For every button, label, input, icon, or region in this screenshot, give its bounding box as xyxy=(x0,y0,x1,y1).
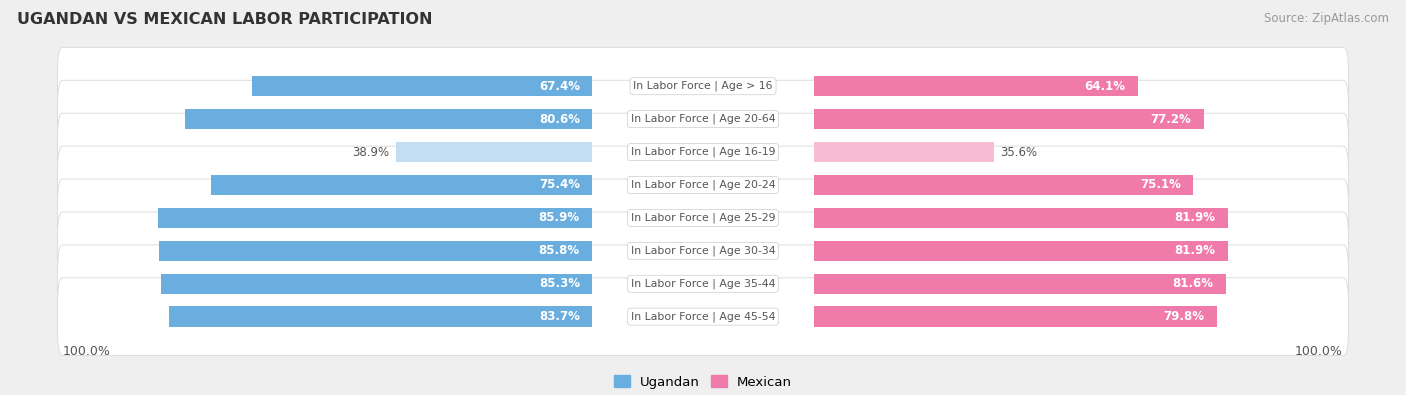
FancyBboxPatch shape xyxy=(58,212,1348,290)
Bar xyxy=(814,142,994,162)
FancyBboxPatch shape xyxy=(58,245,1348,323)
Bar xyxy=(395,142,592,162)
Bar xyxy=(814,307,1218,327)
Text: In Labor Force | Age 20-64: In Labor Force | Age 20-64 xyxy=(631,114,775,124)
FancyBboxPatch shape xyxy=(58,80,1348,158)
Bar xyxy=(814,208,1227,228)
FancyBboxPatch shape xyxy=(58,179,1348,257)
Bar xyxy=(211,175,592,195)
Text: In Labor Force | Age 16-19: In Labor Force | Age 16-19 xyxy=(631,147,775,157)
Bar xyxy=(252,76,592,96)
Bar xyxy=(159,208,592,228)
Text: 80.6%: 80.6% xyxy=(538,113,579,126)
Text: 85.9%: 85.9% xyxy=(538,211,579,224)
Bar xyxy=(814,273,1226,294)
Legend: Ugandan, Mexican: Ugandan, Mexican xyxy=(609,370,797,394)
Bar xyxy=(186,109,592,130)
Bar xyxy=(814,241,1227,261)
Text: 81.9%: 81.9% xyxy=(1174,245,1215,257)
Text: 77.2%: 77.2% xyxy=(1150,113,1191,126)
Bar xyxy=(169,307,592,327)
Text: 35.6%: 35.6% xyxy=(1000,146,1038,158)
Text: 75.4%: 75.4% xyxy=(538,179,579,192)
Text: 81.9%: 81.9% xyxy=(1174,211,1215,224)
FancyBboxPatch shape xyxy=(58,278,1348,356)
Text: In Labor Force | Age 30-34: In Labor Force | Age 30-34 xyxy=(631,246,775,256)
Text: Source: ZipAtlas.com: Source: ZipAtlas.com xyxy=(1264,12,1389,25)
Text: In Labor Force | Age 45-54: In Labor Force | Age 45-54 xyxy=(631,311,775,322)
Text: 79.8%: 79.8% xyxy=(1164,310,1205,323)
Text: In Labor Force | Age 20-24: In Labor Force | Age 20-24 xyxy=(631,180,775,190)
Bar xyxy=(814,76,1137,96)
FancyBboxPatch shape xyxy=(58,47,1348,125)
Text: In Labor Force | Age 35-44: In Labor Force | Age 35-44 xyxy=(631,278,775,289)
Text: 81.6%: 81.6% xyxy=(1173,277,1213,290)
Text: UGANDAN VS MEXICAN LABOR PARTICIPATION: UGANDAN VS MEXICAN LABOR PARTICIPATION xyxy=(17,12,433,27)
Text: In Labor Force | Age > 16: In Labor Force | Age > 16 xyxy=(633,81,773,92)
Bar xyxy=(159,241,592,261)
Text: 85.3%: 85.3% xyxy=(538,277,579,290)
Text: 75.1%: 75.1% xyxy=(1140,179,1181,192)
Bar xyxy=(162,273,592,294)
FancyBboxPatch shape xyxy=(58,146,1348,224)
Text: 85.8%: 85.8% xyxy=(538,245,579,257)
Text: 67.4%: 67.4% xyxy=(538,80,579,93)
FancyBboxPatch shape xyxy=(58,113,1348,191)
Text: 64.1%: 64.1% xyxy=(1084,80,1125,93)
Text: 38.9%: 38.9% xyxy=(353,146,389,158)
Text: In Labor Force | Age 25-29: In Labor Force | Age 25-29 xyxy=(631,213,775,223)
Text: 83.7%: 83.7% xyxy=(538,310,579,323)
Bar xyxy=(814,175,1194,195)
Bar xyxy=(814,109,1204,130)
